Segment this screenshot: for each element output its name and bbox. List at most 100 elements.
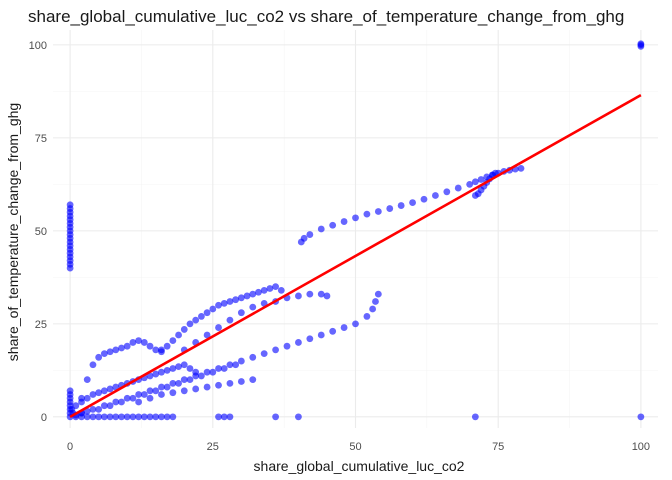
data-point <box>83 376 91 384</box>
data-point <box>89 361 97 369</box>
grid-lines <box>53 30 658 428</box>
data-point <box>163 383 171 391</box>
y-axis-title: share_of_temperature_change_from_ghg <box>5 103 21 361</box>
y-tick-label: 0 <box>41 412 47 424</box>
data-point <box>352 214 359 222</box>
x-tick-label: 0 <box>67 441 73 453</box>
y-tick-labels: 0 25 50 75 100 <box>29 40 47 424</box>
data-point <box>129 394 137 402</box>
data-point <box>203 331 211 339</box>
data-point <box>260 350 268 358</box>
data-point <box>129 339 137 346</box>
data-point <box>106 402 114 410</box>
data-point <box>477 176 485 183</box>
data-point <box>372 298 379 305</box>
data-point <box>237 309 245 317</box>
data-point <box>249 303 257 311</box>
data-point <box>83 394 91 402</box>
data-point <box>175 363 182 371</box>
data-point <box>409 199 416 206</box>
data-point <box>158 391 165 398</box>
data-point <box>118 398 125 406</box>
data-point <box>283 342 291 350</box>
data-point <box>226 379 234 387</box>
data-point <box>180 387 188 395</box>
data-point <box>118 413 125 421</box>
data-point <box>471 178 479 186</box>
data-point <box>260 286 268 294</box>
data-point <box>203 383 211 391</box>
y-tick-label: 75 <box>35 133 47 145</box>
data-point <box>192 385 200 393</box>
data-point <box>146 387 154 395</box>
data-point <box>363 313 371 320</box>
data-point <box>146 394 154 402</box>
data-point <box>637 413 645 421</box>
data-point <box>243 292 251 300</box>
data-point <box>352 320 359 328</box>
data-point <box>249 290 257 298</box>
data-point <box>140 413 148 421</box>
scatter-points <box>66 40 645 421</box>
data-point <box>135 413 143 421</box>
data-point <box>163 342 171 350</box>
x-tick-label: 75 <box>492 441 504 453</box>
x-axis-title: share_global_cumulative_luc_co2 <box>254 458 465 474</box>
regression-line <box>69 93 642 418</box>
data-point <box>100 387 108 395</box>
data-point <box>215 324 222 331</box>
data-point <box>152 387 160 395</box>
data-point <box>317 290 325 298</box>
chart-title: share_global_cumulative_luc_co2 vs share… <box>28 7 624 26</box>
data-point <box>197 372 205 380</box>
data-point <box>215 365 222 372</box>
data-point <box>118 344 125 352</box>
data-point <box>146 342 154 350</box>
data-point <box>215 301 222 309</box>
data-point <box>295 339 302 346</box>
data-point <box>72 402 80 410</box>
data-point <box>220 413 228 421</box>
data-point <box>180 376 188 384</box>
data-point <box>340 324 348 331</box>
data-point <box>106 413 114 421</box>
data-point <box>169 365 177 372</box>
y-tick-label: 100 <box>29 40 47 52</box>
data-point <box>106 385 114 393</box>
data-point <box>175 331 182 339</box>
data-point <box>443 188 451 196</box>
data-point <box>158 383 165 391</box>
data-point <box>295 292 302 300</box>
data-point <box>135 391 143 398</box>
data-point <box>374 208 382 215</box>
data-point <box>66 201 74 209</box>
data-point <box>226 298 234 305</box>
data-point <box>123 394 131 402</box>
data-point <box>169 389 177 397</box>
data-point <box>306 335 314 343</box>
data-point <box>471 413 479 421</box>
data-point <box>163 366 171 374</box>
data-point <box>306 231 314 238</box>
data-point <box>78 413 85 421</box>
data-point <box>637 40 645 48</box>
data-point <box>129 413 137 421</box>
data-point <box>100 402 108 410</box>
data-point <box>197 313 205 320</box>
data-point <box>158 413 165 421</box>
data-point <box>112 413 120 421</box>
data-point <box>306 290 314 298</box>
data-point <box>123 342 131 350</box>
data-point <box>317 331 325 339</box>
data-point <box>95 353 103 361</box>
data-point <box>100 413 108 421</box>
data-point <box>100 350 108 358</box>
data-point <box>89 391 97 398</box>
data-point <box>66 387 74 395</box>
data-point <box>180 361 188 369</box>
data-point <box>203 309 211 317</box>
data-point <box>277 286 285 294</box>
x-tick-label: 50 <box>349 441 361 453</box>
x-tick-label: 100 <box>632 441 650 453</box>
data-point <box>158 346 165 354</box>
